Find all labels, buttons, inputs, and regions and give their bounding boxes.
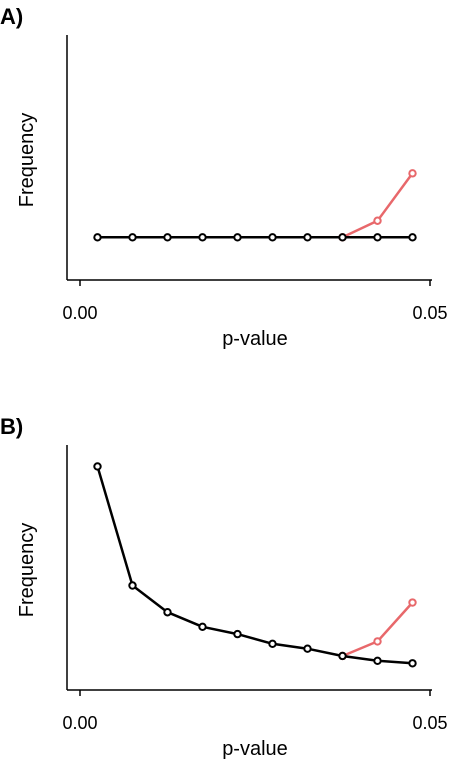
data-point — [234, 631, 240, 637]
data-point — [374, 658, 380, 664]
series-highlight — [339, 170, 415, 240]
data-point — [234, 234, 240, 240]
x-tick-label: 0.00 — [62, 303, 97, 323]
series-main — [94, 234, 415, 240]
data-point — [199, 234, 205, 240]
series-line — [343, 173, 413, 237]
data-point — [374, 218, 380, 224]
data-point — [374, 234, 380, 240]
data-point — [409, 170, 415, 176]
data-point — [94, 234, 100, 240]
data-point — [374, 638, 380, 644]
data-point — [409, 660, 415, 666]
data-point — [94, 463, 100, 469]
data-point — [339, 234, 345, 240]
series-main — [94, 463, 415, 666]
data-point — [304, 234, 310, 240]
x-axis-title: p-value — [222, 328, 288, 350]
data-point — [164, 609, 170, 615]
x-tick-label: 0.05 — [412, 303, 447, 323]
series-line — [343, 603, 413, 657]
chart-panel-b: B) Frequency p-value 0.00 0.05 — [0, 414, 448, 760]
x-tick-label: 0.00 — [62, 713, 97, 733]
chart-panel-a: A) Frequency p-value 0.00 0.05 — [0, 4, 448, 350]
data-point — [269, 641, 275, 647]
data-point — [304, 645, 310, 651]
x-tick-label: 0.05 — [412, 713, 447, 733]
data-point — [339, 653, 345, 659]
data-point — [409, 599, 415, 605]
series-line — [98, 466, 413, 663]
y-axis-title: Frequency — [16, 523, 38, 618]
series-highlight — [339, 599, 415, 659]
panel-label: B) — [0, 414, 23, 439]
data-point — [409, 234, 415, 240]
y-axis-title: Frequency — [16, 113, 38, 208]
panel-label: A) — [0, 4, 23, 29]
data-point — [199, 624, 205, 630]
x-axis-title: p-value — [222, 738, 288, 760]
data-point — [164, 234, 170, 240]
data-point — [129, 234, 135, 240]
data-point — [129, 582, 135, 588]
data-point — [269, 234, 275, 240]
